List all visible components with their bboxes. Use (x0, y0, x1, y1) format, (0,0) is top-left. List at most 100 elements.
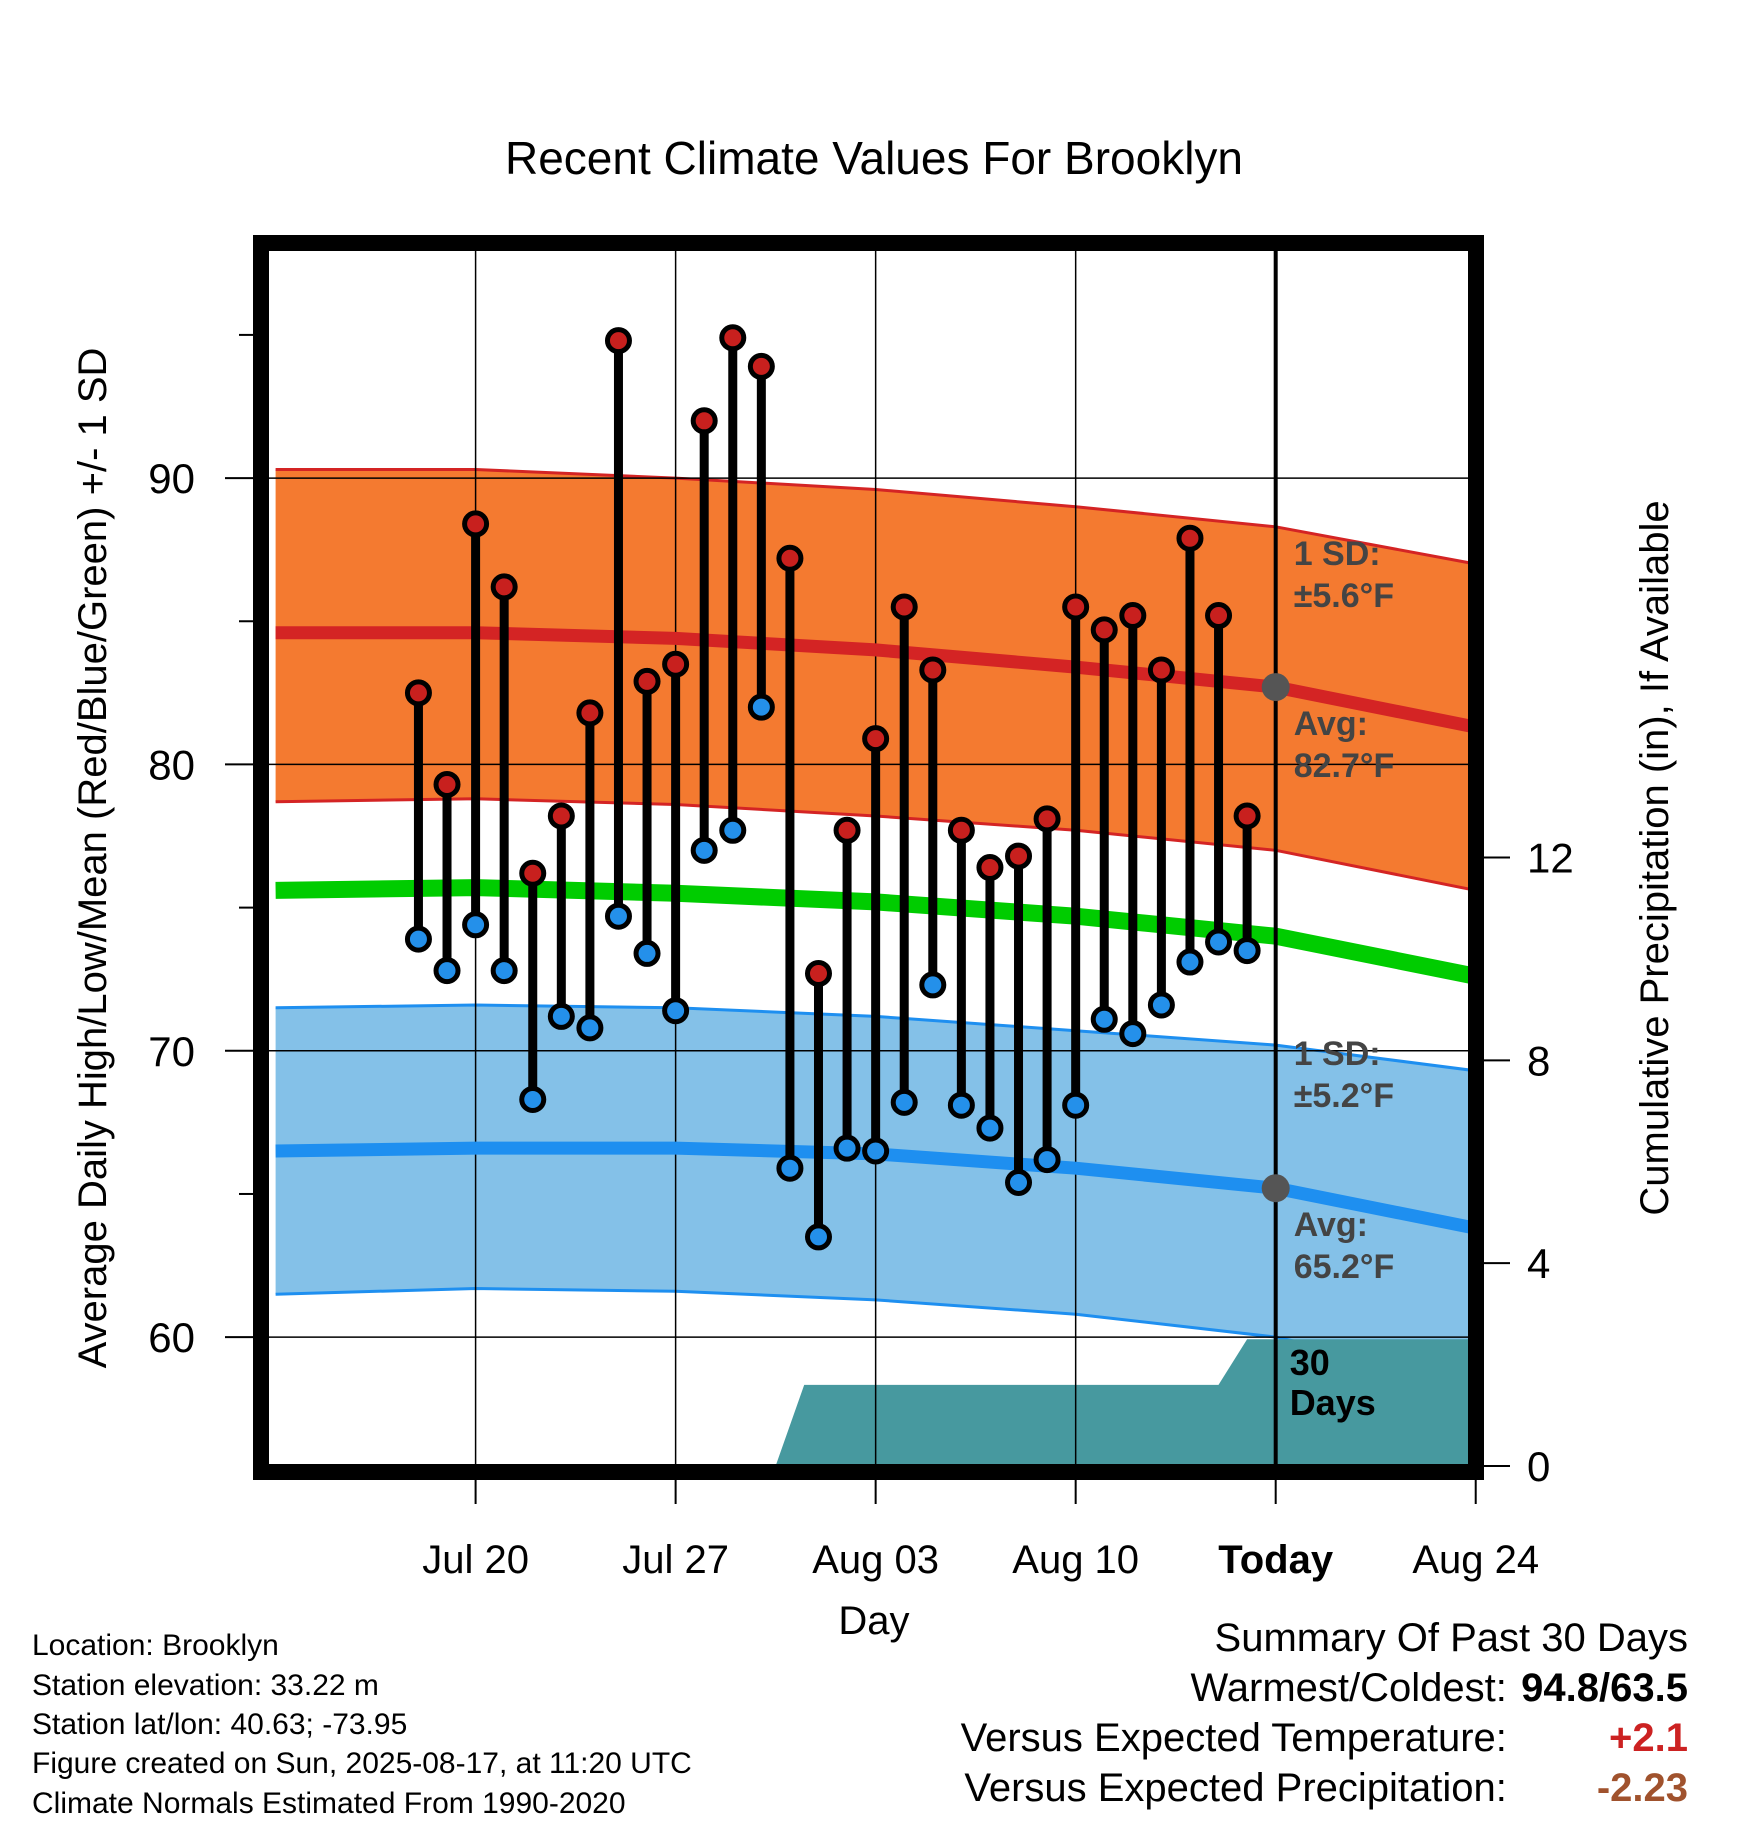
daily-low-point (662, 997, 690, 1025)
footer-elevation: Station elevation: 33.22 m (32, 1669, 379, 1702)
summary-warmest-row: Warmest/Coldest: 94.8/63.5 (1191, 1666, 1689, 1711)
y2-axis-label: Cumulative Precipitation (in), If Availa… (1633, 500, 1677, 1215)
daily-high-point (1090, 616, 1118, 644)
high-sd-label: 1 SD: (1294, 535, 1381, 573)
daily-low-point (519, 1085, 547, 1113)
low-avg-value: 65.2°F (1294, 1248, 1395, 1286)
daily-high-point (690, 407, 718, 435)
daily-low-point (976, 1114, 1004, 1142)
daily-low-point (833, 1134, 861, 1162)
daily-low-point (604, 902, 632, 930)
daily-low-point (462, 911, 490, 939)
daily-low-point (690, 836, 718, 864)
summary-temp-row: Versus Expected Temperature: +2.1 (961, 1716, 1688, 1761)
daily-low-point (576, 1014, 604, 1042)
plot-area: 1 SD: ±5.6°F Avg: 82.7°F 1 SD: ±5.2°F Avg: 65.2… (267, 249, 1470, 1466)
daily-low-point (1090, 1005, 1118, 1033)
summary-precip-row: Versus Expected Precipitation: -2.23 (964, 1766, 1688, 1811)
x-tick-label: Aug 24 (1412, 1538, 1539, 1582)
low-sd-band (275, 1005, 1470, 1379)
daily-high-point (747, 352, 775, 380)
y-tick-label: 80 (148, 741, 195, 788)
footer-latlon: Station lat/lon: 40.63; -73.95 (32, 1708, 408, 1741)
daily-low-point (1119, 1020, 1147, 1048)
high-sd-value: ±5.6°F (1294, 577, 1394, 615)
y2-tick-label: 0 (1527, 1443, 1550, 1490)
daily-high-point (862, 725, 890, 753)
chart-title: Recent Climate Values For Brooklyn (505, 132, 1243, 184)
x-tick-label: Aug 10 (1012, 1538, 1139, 1582)
footer-normals: Climate Normals Estimated From 1990-2020 (32, 1787, 626, 1820)
daily-low-point (633, 939, 661, 967)
daily-low-point (1147, 991, 1175, 1019)
summary-warmest-value: 94.8/63.5 (1521, 1666, 1688, 1710)
x-tick-label: Aug 03 (812, 1538, 939, 1582)
summary-title: Summary Of Past 30 Days (1214, 1616, 1688, 1660)
daily-low-point (947, 1091, 975, 1119)
y-axis-label: Average Daily High/Low/Mean (Red/Blue/Gr… (71, 348, 115, 1369)
daily-high-point (633, 667, 661, 695)
daily-high-point (976, 854, 1004, 882)
high-avg-value: 82.7°F (1294, 747, 1395, 785)
daily-high-point (947, 816, 975, 844)
low-sd-label: 1 SD: (1294, 1035, 1381, 1073)
daily-high-point (1119, 602, 1147, 630)
daily-low-point (1205, 928, 1233, 956)
daily-high-point (547, 802, 575, 830)
low-avg-label: Avg: (1294, 1206, 1368, 1244)
summary-precip-value: -2.23 (1596, 1766, 1688, 1810)
daily-high-point (1205, 602, 1233, 630)
high-avg-label: Avg: (1294, 705, 1368, 743)
plot-frame (253, 235, 1484, 1480)
daily-high-point (1176, 524, 1204, 552)
daily-low-point (490, 957, 518, 985)
summary-temp-label: Versus Expected Temperature: (960, 1716, 1507, 1760)
daily-low-point (1233, 937, 1261, 965)
daily-high-point (519, 859, 547, 887)
x-axis-label: Day (838, 1599, 909, 1643)
high-sd-band (275, 469, 1470, 890)
daily-low-point (719, 816, 747, 844)
daily-high-point (919, 656, 947, 684)
daily-high-point (833, 816, 861, 844)
y2-tick-label: 12 (1527, 835, 1574, 882)
y-tick-label: 60 (148, 1314, 195, 1361)
x-tick-label: Jul 20 (422, 1538, 529, 1582)
precip-days-unit: Days (1290, 1382, 1376, 1423)
daily-high-point (1062, 593, 1090, 621)
daily-high-point (604, 327, 632, 355)
daily-high-point (1005, 842, 1033, 870)
summary-warmest-label: Warmest/Coldest: (1190, 1666, 1507, 1710)
low-sd-value: ±5.2°F (1294, 1077, 1394, 1115)
x-tick-label: Today (1218, 1538, 1334, 1582)
daily-high-point (776, 544, 804, 572)
daily-low-point (919, 971, 947, 999)
x-tick-label: Jul 27 (622, 1538, 729, 1582)
daily-low-point (433, 957, 461, 985)
daily-high-point (462, 510, 490, 538)
daily-high-point (576, 699, 604, 727)
y2-tick-label: 4 (1527, 1240, 1550, 1287)
daily-high-point (719, 324, 747, 352)
daily-high-point (1147, 656, 1175, 684)
daily-high-point (1033, 805, 1061, 833)
daily-low-point (1033, 1146, 1061, 1174)
daily-high-point (804, 959, 832, 987)
daily-low-point (1062, 1091, 1090, 1119)
daily-high-point (490, 573, 518, 601)
high-avg-marker (1261, 673, 1290, 702)
daily-low-point (804, 1223, 832, 1251)
daily-low-point (547, 1002, 575, 1030)
daily-high-point (433, 770, 461, 798)
daily-low-point (404, 925, 432, 953)
daily-low-point (1176, 948, 1204, 976)
footer-created: Figure created on Sun, 2025-08-17, at 11… (32, 1747, 692, 1780)
low-avg-marker (1261, 1174, 1290, 1203)
daily-high-point (1233, 802, 1261, 830)
daily-low-point (776, 1154, 804, 1182)
daily-high-point (662, 650, 690, 678)
precip-area (267, 1339, 1470, 1466)
footer-location: Location: Brooklyn (32, 1629, 279, 1662)
daily-high-point (404, 679, 432, 707)
